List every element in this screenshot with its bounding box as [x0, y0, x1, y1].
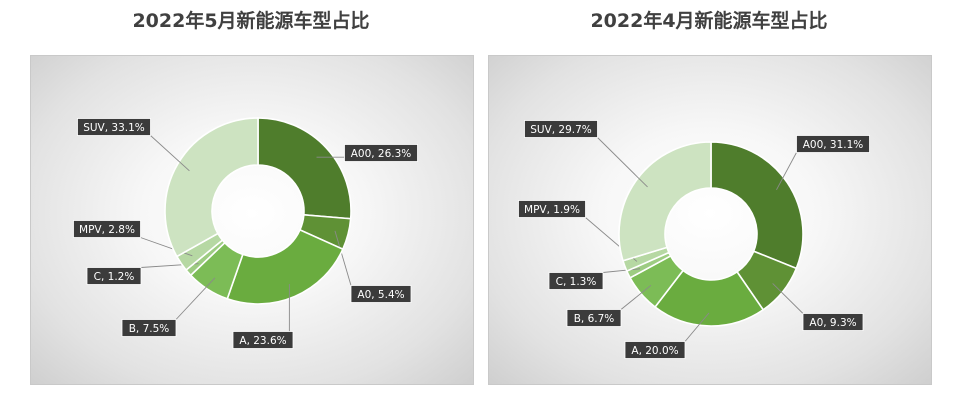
data-label-apr-b: B, 6.7%: [574, 313, 615, 325]
data-label-box-may-a: [232, 331, 294, 349]
data-label-apr-suv: SUV, 29.7%: [530, 124, 592, 136]
leader-line-may-a0: [334, 230, 352, 286]
data-label-apr-a00: A00, 31.1%: [803, 139, 864, 151]
donut-slice-apr-a00: [710, 141, 804, 270]
data-label-box-apr-b: [566, 309, 622, 327]
donut-chart-may: A00, 26.3% A0, 5.4% A, 23.6% B, 7.5% C, 1.2%…: [30, 55, 474, 385]
leader-line-apr-b: [620, 284, 652, 310]
data-label-may-b: B, 7.5%: [129, 323, 170, 335]
leader-line-apr-suv: [597, 137, 648, 188]
data-label-box-may-mpv: [73, 220, 141, 238]
data-label-may-c: C, 1.2%: [94, 271, 135, 283]
leader-line-apr-a0: [772, 283, 804, 314]
chart-title-apr: 2022年4月新能源车型占比: [590, 10, 828, 32]
data-label-box-may-a0: [350, 285, 412, 303]
data-label-box-may-b: [121, 319, 177, 337]
donut-slice-may-a: [226, 228, 344, 305]
donut-slice-apr-suv: [618, 141, 712, 262]
data-label-apr-c: C, 1.3%: [556, 276, 597, 288]
data-label-box-may-c: [86, 267, 142, 285]
leader-line-apr-a00: [776, 152, 797, 191]
data-label-box-apr-a: [624, 341, 686, 359]
donut-chart-apr: A00, 31.1% A0, 9.3% A, 20.0% B, 6.7% C, 1.3%…: [488, 55, 932, 385]
donut-chart-apr-svg: A00, 31.1% A0, 9.3% A, 20.0% B, 6.7% C, 1.3%…: [518, 120, 870, 359]
data-label-may-mpv: MPV, 2.8%: [79, 224, 135, 236]
data-label-box-apr-a0: [802, 313, 864, 331]
data-label-apr-a: A, 20.0%: [631, 345, 678, 357]
chart-title-may: 2022年5月新能源车型占比: [132, 10, 370, 32]
data-label-box-apr-suv: [524, 120, 598, 138]
data-label-may-suv: SUV, 33.1%: [83, 122, 145, 134]
donut-slice-may-a00: [257, 117, 352, 220]
leader-line-may-suv: [150, 135, 190, 172]
data-label-box-apr-c: [548, 272, 604, 290]
leader-line-may-b: [175, 277, 216, 320]
data-label-box-may-a00: [344, 144, 418, 162]
data-label-box-may-suv: [77, 118, 151, 136]
data-label-may-a00: A00, 26.3%: [351, 148, 412, 160]
data-label-box-apr-a00: [796, 135, 870, 153]
leader-line-apr-c: [602, 268, 641, 273]
donut-chart-may-svg: A00, 26.3% A0, 5.4% A, 23.6% B, 7.5% C, 1.2%…: [73, 117, 418, 349]
data-label-apr-a0: A0, 9.3%: [809, 317, 856, 329]
data-label-box-apr-mpv: [518, 200, 586, 218]
donut-slice-may-suv: [164, 117, 259, 258]
data-label-may-a: A, 23.6%: [239, 335, 286, 347]
leader-line-apr-a: [684, 312, 710, 342]
data-label-apr-mpv: MPV, 1.9%: [524, 204, 580, 216]
data-label-may-a0: A0, 5.4%: [357, 289, 404, 301]
